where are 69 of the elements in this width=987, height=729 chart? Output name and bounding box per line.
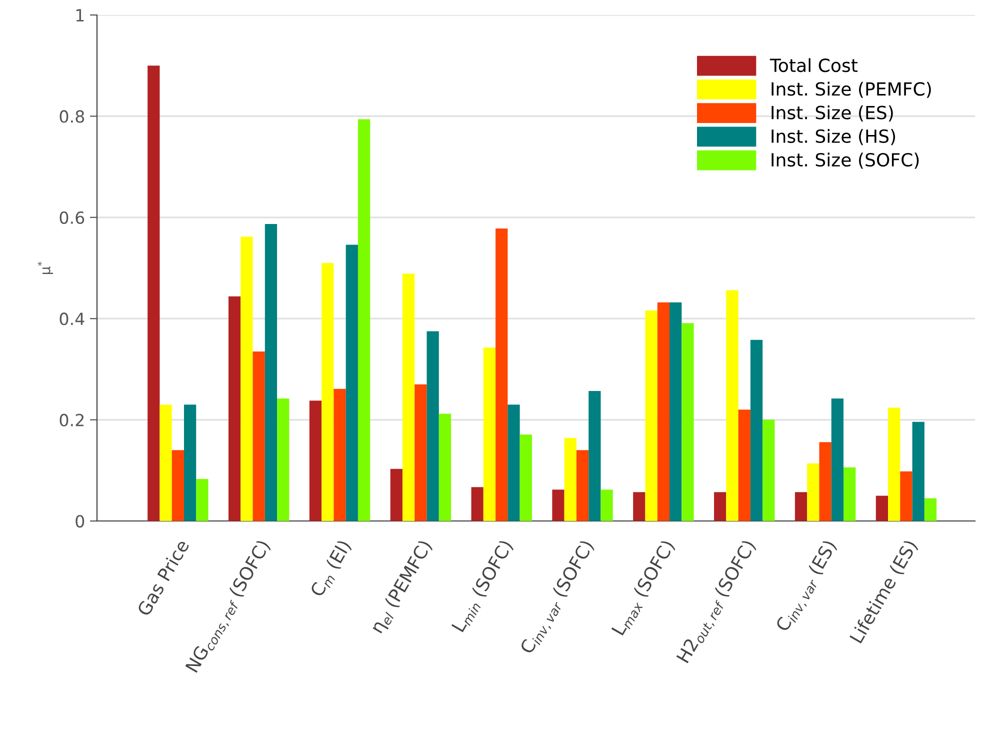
- bar: [426, 331, 439, 521]
- bar: [358, 119, 370, 521]
- bar: [552, 490, 564, 521]
- bar: [240, 236, 253, 521]
- bar: [900, 471, 912, 521]
- bar: [657, 302, 670, 521]
- legend-label: Inst. Size (ES): [772, 105, 893, 122]
- bar: [322, 262, 334, 521]
- bar: [520, 434, 532, 521]
- bar: [714, 492, 726, 521]
- x-tick-label: C$_{m}$ (El): [309, 539, 354, 599]
- bar: [807, 463, 820, 521]
- bar: [794, 492, 808, 521]
- bar: [726, 290, 738, 521]
- bar: [228, 296, 241, 521]
- bar: [346, 244, 358, 521]
- y-tick-label: 0.8: [60, 110, 84, 123]
- bar: [148, 66, 160, 521]
- bar: [888, 408, 900, 521]
- x-tick-label: C$_{inv,var}$ (ES): [774, 539, 840, 634]
- bar: [264, 224, 278, 521]
- x-tick-label: C$_{inv,var}$ (SOFC): [519, 539, 598, 657]
- x-tick-label: H2$_{out,ref}$ (SOFC): [676, 539, 760, 666]
- y-tick-label: 0.6: [60, 211, 84, 224]
- x-tick-label: L$_{min}$ (SOFC): [450, 539, 516, 634]
- bar: [160, 404, 172, 521]
- bar: [309, 400, 322, 521]
- bar: [876, 496, 888, 521]
- bar: [670, 302, 682, 521]
- bar: [483, 347, 496, 521]
- bar: [402, 274, 415, 521]
- bar: [844, 467, 856, 521]
- bar: [912, 422, 924, 521]
- bar: [172, 450, 184, 521]
- bar: [750, 340, 763, 521]
- bar: [414, 384, 427, 521]
- legend-label: Inst. Size (HS): [772, 129, 896, 146]
- bar: [645, 310, 658, 521]
- bar: [682, 323, 694, 521]
- legend-label: Inst. Size (PEMFC): [772, 82, 931, 98]
- bar: [496, 228, 508, 521]
- bar: [819, 442, 832, 521]
- bar: [588, 390, 601, 521]
- bar: [508, 404, 520, 521]
- y-axis-title: μ$^{*}$: [38, 262, 53, 274]
- bar: [564, 438, 576, 521]
- bar: [184, 404, 196, 521]
- y-tick-label: 0: [76, 514, 84, 528]
- bar: [196, 479, 208, 521]
- y-tick-label: 0.2: [60, 414, 84, 426]
- bar: [252, 351, 265, 521]
- x-tick-label: η$_{el}$ (PEMFC): [369, 539, 435, 636]
- y-tick-label: 0.4: [60, 312, 84, 326]
- bar: [576, 450, 589, 521]
- bar: [633, 492, 646, 521]
- bar: [738, 410, 750, 521]
- legend-label: Total Cost: [770, 58, 858, 72]
- bar: [277, 398, 290, 521]
- bar: [334, 388, 346, 521]
- bar: [762, 420, 775, 521]
- bar: [438, 414, 452, 521]
- bar: [471, 487, 484, 521]
- legend-label: Inst. Size (SOFC): [772, 152, 919, 169]
- bar: [924, 498, 937, 521]
- bar: [600, 490, 613, 521]
- x-tick-label: L$_{max}$ (SOFC): [610, 539, 678, 638]
- y-tick-label: 1: [76, 9, 84, 22]
- bar: [390, 468, 402, 521]
- bar: [831, 398, 844, 521]
